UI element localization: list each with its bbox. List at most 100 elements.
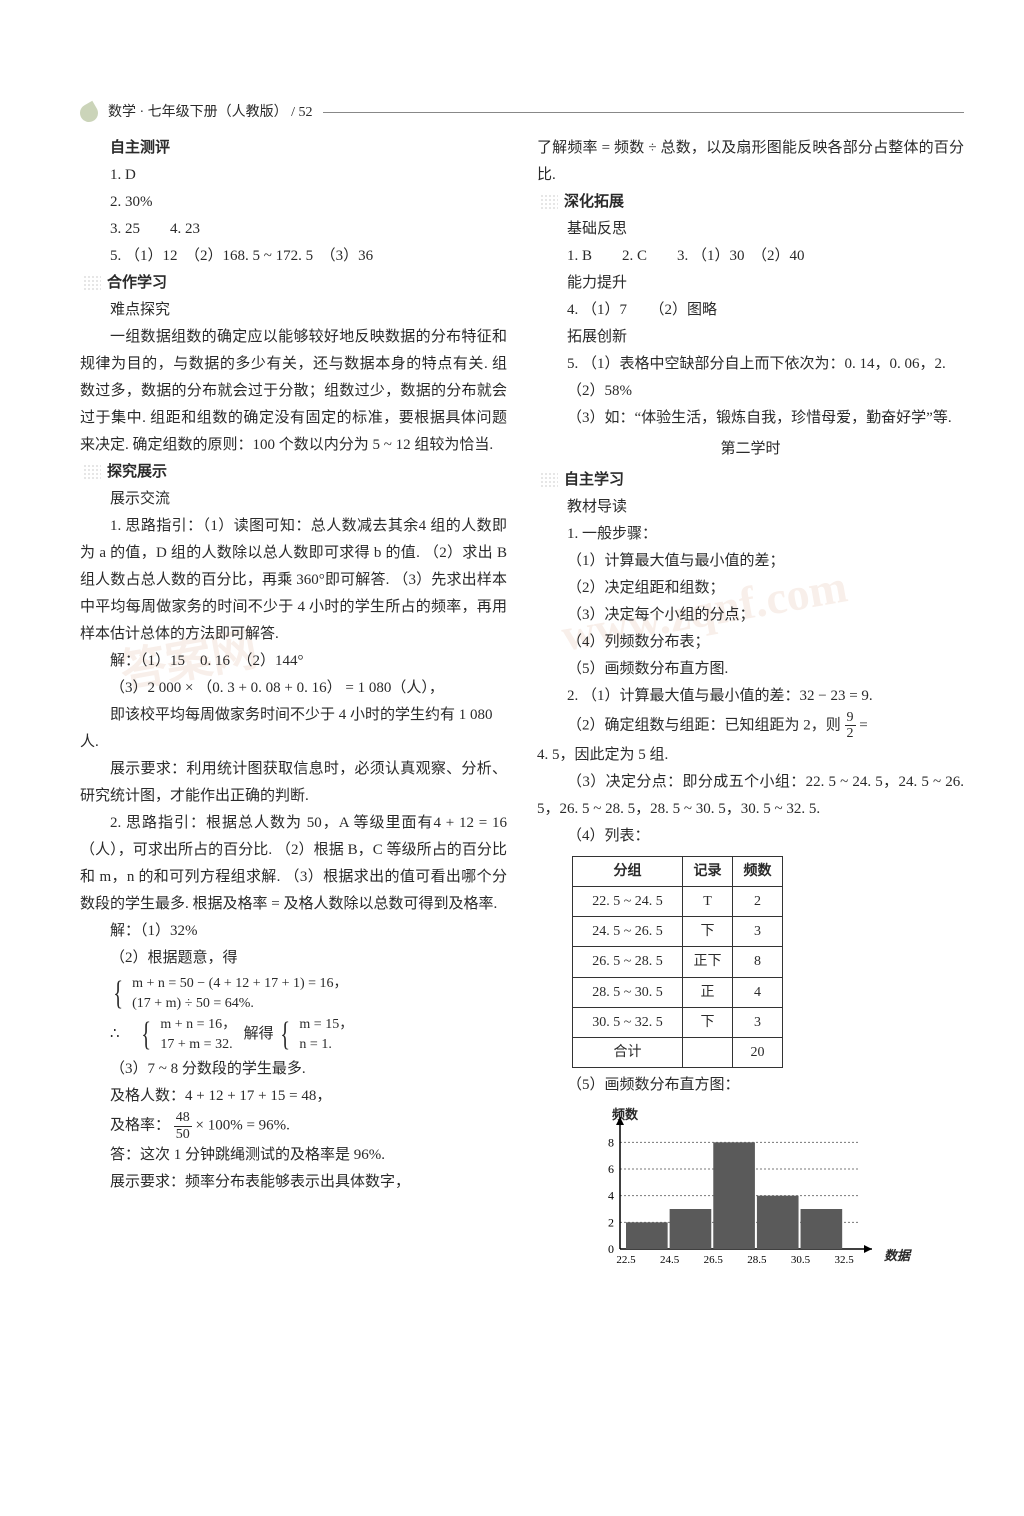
td: 2 bbox=[733, 886, 783, 916]
text: 及格率： bbox=[110, 1118, 170, 1134]
fraction: 48 50 bbox=[174, 1110, 192, 1142]
td: 26. 5 ~ 28. 5 bbox=[573, 947, 683, 977]
sec-explore: 探究展示 bbox=[83, 459, 507, 486]
td: 30. 5 ~ 32. 5 bbox=[573, 1007, 683, 1037]
subhead: 拓展创新 bbox=[567, 324, 964, 351]
td: 正下 bbox=[683, 947, 733, 977]
paragraph: 展示要求：利用统计图获取信息时，必须认真观察、分析、研究统计图，才能作出正确的判… bbox=[80, 756, 507, 810]
subhead: 基础反思 bbox=[567, 216, 964, 243]
table-row: 28. 5 ~ 30. 5正4 bbox=[573, 977, 783, 1007]
line: （3）如：“体验生活，锻炼自我，珍惜母爱，勤奋好学”等. bbox=[537, 405, 964, 432]
table-row: 30. 5 ~ 32. 5下3 bbox=[573, 1007, 783, 1037]
line: 答：这次 1 分钟跳绳测试的及格率是 96%. bbox=[110, 1142, 507, 1169]
td: 8 bbox=[733, 947, 783, 977]
numerator: 48 bbox=[174, 1110, 192, 1126]
header-rule bbox=[323, 112, 964, 113]
lesson-title: 第二学时 bbox=[537, 436, 964, 463]
paragraph: 2. 思路指引：根据总人数为 50，A 等级里面有4 + 12 = 16（人），… bbox=[80, 810, 507, 918]
text: （2）确定组数与组距：已知组距为 2，则 bbox=[567, 717, 845, 733]
td: 3 bbox=[733, 917, 783, 947]
subhead: 能力提升 bbox=[567, 270, 964, 297]
paragraph: 了解频率 = 频数 ÷ 总数，以及扇形图能反映各部分占整体的百分比. bbox=[537, 135, 964, 189]
histogram-svg: 2468022.524.526.528.530.532.5 bbox=[582, 1107, 902, 1277]
line: 4. 5，因此定为 5 组. bbox=[537, 742, 964, 769]
table-row: 22. 5 ~ 24. 5T2 bbox=[573, 886, 783, 916]
line: 即该校平均每周做家务时间不少于 4 小时的学生约有 1 080 人. bbox=[80, 702, 507, 756]
line: 5. （1）12 （2）168. 5 ~ 172. 5 （3）36 bbox=[110, 243, 507, 270]
paragraph: 一组数据组数的确定应以能够较好地反映数据的分布特征和规律为目的，与数据的多少有关… bbox=[80, 324, 507, 459]
therefore-symbol: ∴ bbox=[110, 1026, 120, 1042]
td: 合计 bbox=[573, 1037, 683, 1067]
eq-line: m + n = 16， bbox=[160, 1015, 236, 1035]
leaf-icon bbox=[77, 100, 102, 125]
brace-icon: { bbox=[281, 1018, 291, 1052]
line: 2. 30% bbox=[110, 189, 507, 216]
td: 3 bbox=[733, 1007, 783, 1037]
td: 28. 5 ~ 30. 5 bbox=[573, 977, 683, 1007]
header-title: 数学 · 七年级下册（人教版） / 52 bbox=[108, 100, 313, 125]
line: 解：（1）32% bbox=[110, 918, 507, 945]
table-row: 分组 记录 频数 bbox=[573, 856, 783, 886]
line: （3）2 000 × （0. 3 + 0. 08 + 0. 16） = 1 08… bbox=[110, 675, 507, 702]
eq-line: (17 + m) ÷ 50 = 64%. bbox=[132, 994, 347, 1014]
svg-text:26.5: 26.5 bbox=[704, 1254, 724, 1266]
line: （2）58% bbox=[567, 378, 964, 405]
svg-text:4: 4 bbox=[608, 1189, 614, 1203]
sec-deepen: 深化拓展 bbox=[540, 189, 964, 216]
line: （2）决定组距和组数； bbox=[567, 575, 964, 602]
solve-label: 解得 bbox=[244, 1026, 274, 1042]
sec-self-eval: 自主测评 bbox=[80, 135, 507, 162]
line: 解：（1）15 0. 16 （2）144° bbox=[110, 648, 507, 675]
line: 展示要求：频率分布表能够表示出具体数字， bbox=[80, 1169, 507, 1196]
line: （2）确定组数与组距：已知组距为 2，则 9 2 = bbox=[567, 710, 964, 742]
svg-text:32.5: 32.5 bbox=[835, 1254, 855, 1266]
page-header: 数学 · 七年级下册（人教版） / 52 bbox=[80, 100, 964, 125]
brace-icon: { bbox=[113, 977, 123, 1011]
line: 5. （1）表格中空缺部分自上而下依次为：0. 14，0. 06，2. bbox=[537, 351, 964, 378]
td: 下 bbox=[683, 1007, 733, 1037]
line: （3）决定每个小组的分点； bbox=[567, 602, 964, 629]
table-row: 合计20 bbox=[573, 1037, 783, 1067]
svg-text:6: 6 bbox=[608, 1162, 614, 1176]
eq-line: 17 + m = 32. bbox=[160, 1035, 236, 1055]
line: （3）7 ~ 8 分数段的学生最多. bbox=[110, 1056, 507, 1083]
histogram-chart: 频数 数据 2468022.524.526.528.530.532.5 bbox=[582, 1107, 902, 1277]
numerator: 9 bbox=[845, 710, 856, 726]
line: 及格率： 48 50 × 100% = 96%. bbox=[110, 1110, 507, 1142]
line: （3）决定分点：即分成五个小组：22. 5 ~ 24. 5，24. 5 ~ 26… bbox=[537, 769, 964, 823]
td: 24. 5 ~ 26. 5 bbox=[573, 917, 683, 947]
sec-coop: 合作学习 bbox=[83, 270, 507, 297]
content-body: 自主测评 1. D 2. 30% 3. 25 4. 23 5. （1）12 （2… bbox=[80, 135, 964, 1476]
svg-text:0: 0 bbox=[608, 1242, 614, 1256]
svg-text:22.5: 22.5 bbox=[616, 1254, 636, 1266]
sec-self-study: 自主学习 bbox=[540, 467, 964, 494]
svg-text:8: 8 bbox=[608, 1135, 614, 1149]
td: 正 bbox=[683, 977, 733, 1007]
line: 及格人数：4 + 12 + 17 + 15 = 48， bbox=[110, 1083, 507, 1110]
text: = bbox=[859, 717, 867, 733]
td: 4 bbox=[733, 977, 783, 1007]
denominator: 2 bbox=[845, 726, 856, 741]
line: （4）列频数分布表； bbox=[567, 629, 964, 656]
line: 1. D bbox=[110, 162, 507, 189]
brace-icon: { bbox=[142, 1018, 152, 1052]
line: 2. （1）计算最大值与最小值的差：32 − 23 = 9. bbox=[567, 683, 964, 710]
fraction: 9 2 bbox=[845, 710, 856, 742]
td: T bbox=[683, 886, 733, 916]
td: 22. 5 ~ 24. 5 bbox=[573, 886, 683, 916]
line: 4. （1）7 （2）图略 bbox=[567, 297, 964, 324]
table-row: 24. 5 ~ 26. 5下3 bbox=[573, 917, 783, 947]
svg-text:2: 2 bbox=[608, 1215, 614, 1229]
line: 3. 25 4. 23 bbox=[110, 216, 507, 243]
denominator: 50 bbox=[174, 1127, 192, 1142]
th: 记录 bbox=[683, 856, 733, 886]
line: （5）画频数分布直方图. bbox=[567, 656, 964, 683]
eq-line: m + n = 50 − (4 + 12 + 17 + 1) = 16， bbox=[132, 974, 347, 994]
frequency-table: 分组 记录 频数 22. 5 ~ 24. 5T2 24. 5 ~ 26. 5下3… bbox=[572, 856, 783, 1068]
td: 下 bbox=[683, 917, 733, 947]
svg-text:24.5: 24.5 bbox=[660, 1254, 680, 1266]
line: （2）根据题意，得 bbox=[110, 945, 507, 972]
eq-line: n = 1. bbox=[299, 1035, 353, 1055]
text: × 100% = 96%. bbox=[196, 1118, 290, 1134]
subhead: 展示交流 bbox=[110, 486, 507, 513]
